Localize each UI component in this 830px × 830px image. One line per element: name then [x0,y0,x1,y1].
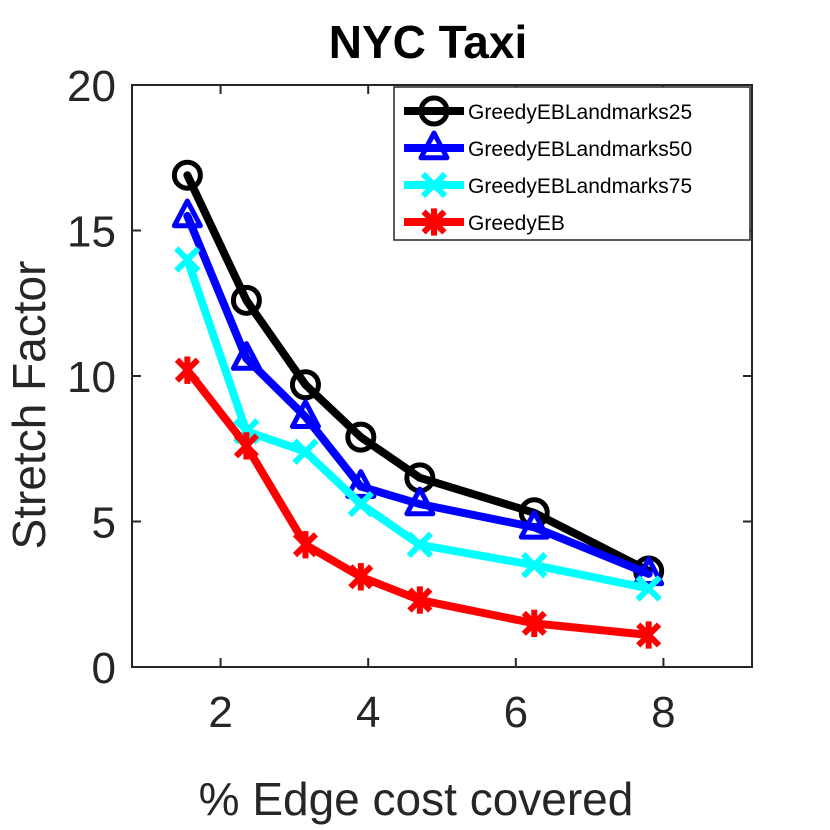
series-3 [174,356,662,649]
data-point-marker [292,531,318,559]
legend-entry: GreedyEB [404,208,565,236]
x-tick-label: 2 [208,688,232,737]
y-tick-label: 5 [92,499,116,548]
data-point-marker [345,469,377,499]
data-point-marker [230,284,262,316]
axis-ticks: 2 4 6 8 0 5 10 15 20 [67,62,752,737]
data-point-marker [636,621,662,649]
legend-label: GreedyEBLandmarks50 [468,138,692,161]
y-axis-label: Stretch Factor [3,261,55,550]
series-2 [174,246,662,602]
legend-marker [421,208,447,236]
data-point-marker [289,399,321,429]
legend-label: GreedyEB [468,212,565,235]
data-point-marker [230,341,262,371]
legend: GreedyEBLandmarks25 GreedyEBLandmarks50 Gr… [393,86,751,241]
data-point-marker [292,438,319,465]
legend-label: GreedyEBLandmarks25 [468,101,692,124]
y-tick-label: 0 [92,644,116,693]
data-point-marker [347,490,374,518]
data-point-marker [171,198,203,229]
data-point-marker [404,486,436,517]
legend-entry: GreedyEBLandmarks75 [404,171,692,199]
y-tick-label: 15 [67,208,116,257]
data-point-marker [406,531,434,558]
legend-entry: GreedyEBLandmarks50 [404,130,692,161]
data-point-marker [348,563,374,591]
x-tick-label: 6 [504,688,528,737]
x-tick-label: 4 [356,688,380,737]
data-point-marker [171,159,203,191]
data-point-marker [233,432,259,460]
series-1 [171,198,665,587]
data-point-marker [345,421,377,453]
data-point-marker [518,509,550,540]
y-tick-label: 10 [67,353,116,402]
chart-title: NYC Taxi [329,16,528,68]
legend-entry: GreedyEBLandmarks25 [404,95,692,127]
data-point-marker [633,556,665,587]
x-axis-label: % Edge cost covered [199,773,634,825]
data-point-marker [174,356,200,384]
legend-marker [418,95,450,127]
data-point-marker [407,586,433,614]
series-line [183,211,653,578]
legend-marker [418,130,450,161]
data-point-marker [521,609,547,637]
data-point-marker [521,551,548,579]
series-layer [171,159,665,649]
data-point-marker [289,369,321,401]
data-point-marker [174,246,201,273]
data-point-marker [635,575,662,602]
x-tick-label: 8 [651,688,675,737]
legend-marker [420,171,448,199]
legend-label: GreedyEBLandmarks75 [468,175,692,198]
y-tick-label: 20 [67,62,116,111]
